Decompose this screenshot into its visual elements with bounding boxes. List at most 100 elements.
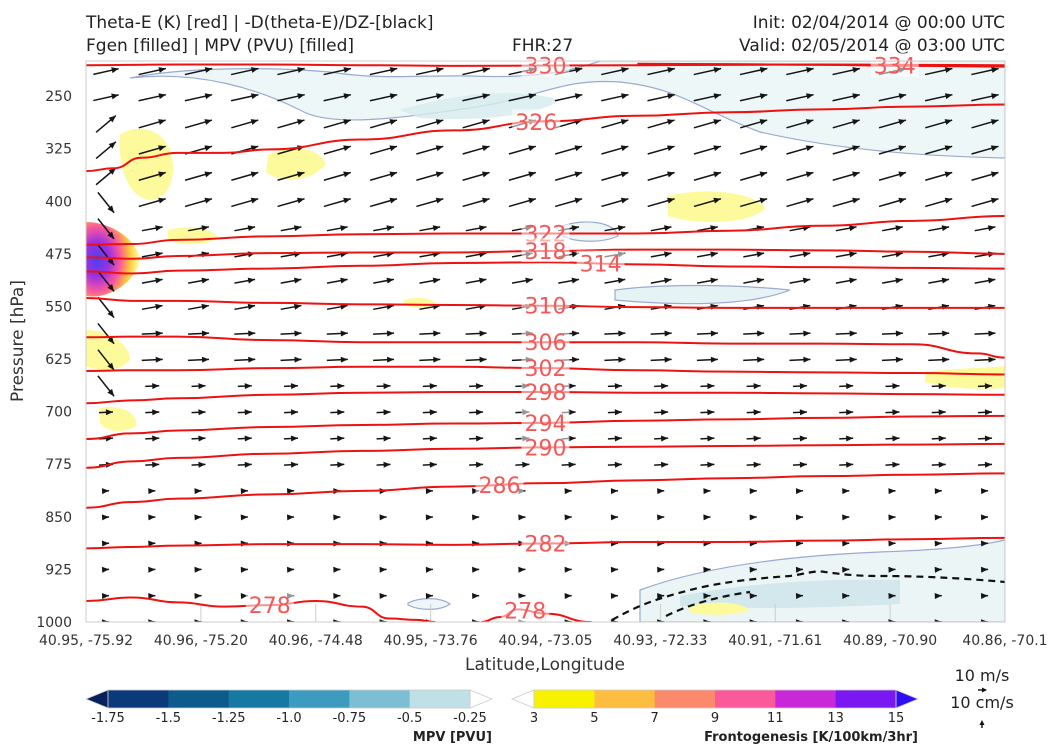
wind-vector xyxy=(974,303,996,311)
wind-scale-key: 10 m/s 10 cm/s xyxy=(950,666,1014,728)
wind-vector xyxy=(696,277,718,284)
contour-label-bg xyxy=(521,292,570,317)
wind-vector-head xyxy=(152,435,160,442)
wind-vector xyxy=(330,383,345,390)
wind-vector xyxy=(977,383,993,390)
wind-vector xyxy=(604,225,626,232)
wind-vector-head xyxy=(482,171,490,178)
wind-vector-head xyxy=(621,93,629,100)
wind-vector xyxy=(330,461,345,468)
tick-marks xyxy=(200,604,891,622)
contour-label-bg xyxy=(501,597,550,622)
wind-vector-head xyxy=(158,171,166,178)
filled-fields xyxy=(86,61,1005,622)
wind-vector-head xyxy=(107,231,115,239)
wind-vector xyxy=(462,171,490,181)
wind-vector-head xyxy=(386,277,394,284)
wind-vector xyxy=(832,93,861,102)
wind-vector-head xyxy=(987,225,996,232)
wind-vector xyxy=(888,488,896,495)
stability-dashed-contour xyxy=(611,570,1006,621)
wind-vector xyxy=(97,375,115,397)
wind-vector-head xyxy=(842,488,850,495)
wind-vector-head xyxy=(240,514,248,521)
wind-vector-head xyxy=(564,514,572,521)
wind-vector xyxy=(97,323,115,345)
wind-vector xyxy=(842,592,850,599)
wind-vector-head xyxy=(664,356,672,363)
wind-vector xyxy=(138,171,166,181)
wind-vector-head xyxy=(107,388,115,397)
wind-vector xyxy=(97,349,115,371)
wind-vector xyxy=(928,303,950,311)
wind-vector-head xyxy=(657,514,665,521)
plot-title-line1: Theta-E (K) [red] | -D(theta-E)/DZ-[blac… xyxy=(86,13,434,33)
wind-vector-head xyxy=(568,409,576,416)
wind-vector xyxy=(284,461,299,468)
wind-vector xyxy=(657,592,665,599)
forecast-hour: FHR:27 xyxy=(512,36,574,56)
wind-vector-head xyxy=(286,488,295,495)
wind-vector-head xyxy=(379,566,387,573)
wind-vector-head xyxy=(795,619,804,622)
x-tick-label: 40.96, -75.20 xyxy=(154,633,248,649)
valid-time: Valid: 02/05/2014 @ 03:00 UTC xyxy=(739,36,1005,56)
wind-vector-head xyxy=(244,409,252,416)
wind-vector xyxy=(700,383,715,390)
colorbar-tick-label: 5 xyxy=(590,711,598,726)
frontogenesis-colorbar: 3 5 7 9 11 13 15 xyxy=(510,689,920,726)
wind-vector xyxy=(508,171,537,181)
wind-vector xyxy=(925,119,953,129)
wind-vector-head xyxy=(383,409,391,416)
wind-vector-head xyxy=(240,619,248,622)
wind-vector xyxy=(792,461,807,468)
wind-vector xyxy=(422,383,437,390)
wind-vector xyxy=(95,167,117,186)
wind-vector xyxy=(878,145,907,155)
theta-e-contour-label: 334 xyxy=(874,55,916,80)
wind-vector xyxy=(647,197,675,208)
wind-vector-head xyxy=(938,461,946,468)
wind-vector-head xyxy=(667,119,675,125)
wind-vector-head xyxy=(614,383,622,390)
wind-vector-head xyxy=(101,592,110,599)
wind-vector xyxy=(610,488,619,495)
wind-vector-head xyxy=(934,566,942,573)
wind-vector-head xyxy=(980,514,989,521)
wind-vector-head xyxy=(934,514,942,521)
wind-vector-head xyxy=(479,330,487,337)
wind-vector xyxy=(693,67,722,76)
wind-vector-head xyxy=(250,197,259,204)
wind-vector xyxy=(277,197,305,208)
wind-vector-head xyxy=(152,409,160,416)
wind-vector xyxy=(369,119,398,129)
wind-vector-head xyxy=(389,67,398,73)
wind-vector-head xyxy=(895,303,903,310)
wind-vector-head xyxy=(204,67,213,73)
wind-scale-horizontal: 10 m/s xyxy=(955,666,1010,685)
theta-e-contour-label: 278 xyxy=(504,599,546,624)
wind-vector-head xyxy=(333,514,341,521)
theta-e-contour-label: 282 xyxy=(525,532,567,557)
wind-vector xyxy=(93,67,119,76)
wind-vector-head xyxy=(152,383,160,390)
wind-vector-head xyxy=(898,171,906,178)
colorbar-tick-label: 3 xyxy=(530,711,538,726)
wind-vector xyxy=(188,330,210,337)
wind-vector-head xyxy=(429,435,437,442)
colorbar-tick-label: 7 xyxy=(651,711,659,726)
wind-vector xyxy=(974,356,996,363)
wind-vector-head xyxy=(842,619,850,622)
wind-vector-head xyxy=(799,383,807,390)
wind-vector-head xyxy=(564,592,572,599)
theta-e-contour-label: 310 xyxy=(525,295,567,320)
wind-vector-head xyxy=(343,93,351,100)
colorbar-tick-label: -1.5 xyxy=(156,711,181,726)
wind-vector-head xyxy=(435,197,444,204)
wind-vector xyxy=(881,330,903,337)
wind-vector-head xyxy=(201,277,209,284)
wind-vector-head xyxy=(842,540,850,547)
wind-vector-head xyxy=(108,167,116,175)
x-tick-label: 40.91, -71.61 xyxy=(728,633,822,649)
wind-vector-head xyxy=(802,277,811,284)
